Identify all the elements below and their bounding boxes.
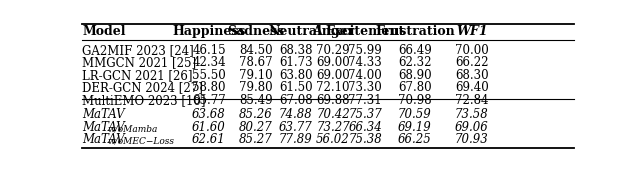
Text: 75.99: 75.99 bbox=[348, 44, 382, 57]
Text: 85.26: 85.26 bbox=[239, 108, 273, 121]
Text: WF1: WF1 bbox=[456, 25, 488, 38]
Text: 68.90: 68.90 bbox=[398, 69, 431, 82]
Text: 72.10: 72.10 bbox=[316, 81, 349, 94]
Text: 79.80: 79.80 bbox=[239, 81, 273, 94]
Text: 75.38: 75.38 bbox=[348, 133, 382, 146]
Text: MultiEMO 2023 [10]: MultiEMO 2023 [10] bbox=[83, 94, 206, 107]
Text: 69.00: 69.00 bbox=[316, 69, 350, 82]
Text: Happiness: Happiness bbox=[172, 25, 246, 38]
Text: 69.06: 69.06 bbox=[455, 121, 489, 134]
Text: w/oMEC−Loss: w/oMEC−Loss bbox=[108, 137, 175, 146]
Text: 77.89: 77.89 bbox=[279, 133, 312, 146]
Text: LR-GCN 2021 [26]: LR-GCN 2021 [26] bbox=[83, 69, 193, 82]
Text: 70.59: 70.59 bbox=[398, 108, 431, 121]
Text: 70.29: 70.29 bbox=[316, 44, 350, 57]
Text: 79.10: 79.10 bbox=[239, 69, 273, 82]
Text: 56.02: 56.02 bbox=[316, 133, 350, 146]
Text: 74.00: 74.00 bbox=[348, 69, 382, 82]
Text: 70.93: 70.93 bbox=[455, 133, 489, 146]
Text: 63.68: 63.68 bbox=[192, 108, 226, 121]
Text: 69.00: 69.00 bbox=[316, 56, 350, 69]
Text: 42.34: 42.34 bbox=[192, 56, 226, 69]
Text: 66.34: 66.34 bbox=[348, 121, 382, 134]
Text: 66.49: 66.49 bbox=[398, 44, 431, 57]
Text: 62.32: 62.32 bbox=[398, 56, 431, 69]
Text: w/oMamba: w/oMamba bbox=[108, 124, 158, 133]
Text: Model: Model bbox=[83, 25, 126, 38]
Text: 61.73: 61.73 bbox=[279, 56, 312, 69]
Text: MaTAV: MaTAV bbox=[83, 133, 125, 146]
Text: 68.30: 68.30 bbox=[455, 69, 489, 82]
Text: 74.33: 74.33 bbox=[348, 56, 382, 69]
Text: 66.22: 66.22 bbox=[455, 56, 488, 69]
Text: 46.15: 46.15 bbox=[192, 44, 226, 57]
Text: 69.88: 69.88 bbox=[316, 94, 349, 107]
Text: Frustration: Frustration bbox=[375, 25, 454, 38]
Text: 63.77: 63.77 bbox=[279, 121, 312, 134]
Text: 66.25: 66.25 bbox=[398, 133, 431, 146]
Text: 58.80: 58.80 bbox=[192, 81, 226, 94]
Text: 84.50: 84.50 bbox=[239, 44, 273, 57]
Text: 67.08: 67.08 bbox=[279, 94, 312, 107]
Text: 69.40: 69.40 bbox=[455, 81, 489, 94]
Text: 62.61: 62.61 bbox=[192, 133, 226, 146]
Text: 70.98: 70.98 bbox=[398, 94, 431, 107]
Text: 67.80: 67.80 bbox=[398, 81, 431, 94]
Text: Neutral: Neutral bbox=[269, 25, 323, 38]
Text: 61.50: 61.50 bbox=[279, 81, 312, 94]
Text: MMGCN 2021 [25]: MMGCN 2021 [25] bbox=[83, 56, 196, 69]
Text: 72.84: 72.84 bbox=[455, 94, 488, 107]
Text: 80.27: 80.27 bbox=[239, 121, 273, 134]
Text: 73.58: 73.58 bbox=[455, 108, 489, 121]
Text: Excitement: Excitement bbox=[326, 25, 405, 38]
Text: DER-GCN 2024 [27]: DER-GCN 2024 [27] bbox=[83, 81, 204, 94]
Text: 55.50: 55.50 bbox=[192, 69, 226, 82]
Text: 63.80: 63.80 bbox=[279, 69, 312, 82]
Text: 70.00: 70.00 bbox=[455, 44, 489, 57]
Text: 77.31: 77.31 bbox=[348, 94, 382, 107]
Text: MaTAV: MaTAV bbox=[83, 108, 125, 121]
Text: Sadness: Sadness bbox=[227, 25, 285, 38]
Text: 70.42: 70.42 bbox=[316, 108, 350, 121]
Text: MaTAV: MaTAV bbox=[83, 121, 125, 134]
Text: 78.67: 78.67 bbox=[239, 56, 273, 69]
Text: 68.38: 68.38 bbox=[279, 44, 312, 57]
Text: Anger: Anger bbox=[312, 25, 354, 38]
Text: 85.49: 85.49 bbox=[239, 94, 273, 107]
Text: 74.88: 74.88 bbox=[279, 108, 312, 121]
Text: 85.27: 85.27 bbox=[239, 133, 273, 146]
Text: 73.27: 73.27 bbox=[316, 121, 350, 134]
Text: 69.19: 69.19 bbox=[398, 121, 431, 134]
Text: GA2MIF 2023 [24]: GA2MIF 2023 [24] bbox=[83, 44, 194, 57]
Text: 61.60: 61.60 bbox=[192, 121, 226, 134]
Text: 75.37: 75.37 bbox=[348, 108, 382, 121]
Text: 65.77: 65.77 bbox=[192, 94, 226, 107]
Text: 73.30: 73.30 bbox=[348, 81, 382, 94]
